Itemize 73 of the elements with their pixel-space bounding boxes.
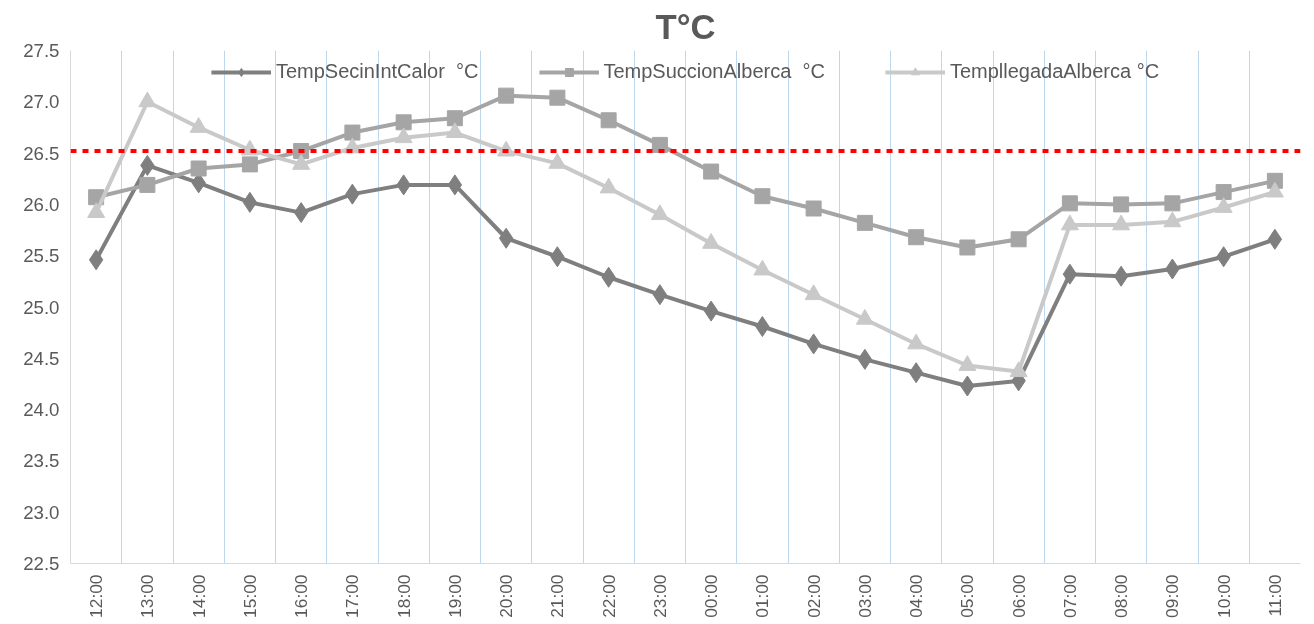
point — [1267, 228, 1283, 250]
x-tick-label: 11:00 — [1264, 574, 1285, 617]
y-tick-label: 25.0 — [23, 296, 60, 318]
y-tick-label: 27.0 — [23, 91, 60, 113]
point — [88, 249, 104, 271]
point — [1113, 196, 1130, 213]
y-tick-label: 23.5 — [23, 450, 60, 472]
point — [498, 227, 514, 249]
point — [600, 112, 617, 129]
x-tick-label: 22:00 — [598, 574, 619, 618]
x-tick-label: 23:00 — [649, 574, 670, 618]
point — [754, 188, 771, 205]
point — [395, 114, 412, 131]
x-tick-label: 16:00 — [291, 574, 312, 618]
point — [139, 176, 156, 193]
x-tick-label: 08:00 — [1111, 574, 1132, 618]
x-tick-label: 02:00 — [803, 574, 824, 618]
y-tick-label: 22.5 — [23, 553, 60, 574]
x-tick-label: 18:00 — [393, 574, 414, 618]
point — [1009, 361, 1028, 378]
point — [242, 191, 258, 213]
y-tick-label: 24.0 — [23, 399, 60, 421]
x-tick-label: 15:00 — [239, 574, 260, 618]
x-tick-label: 13:00 — [137, 574, 158, 618]
point — [1113, 265, 1129, 287]
x-tick-label: 09:00 — [1162, 574, 1183, 618]
x-tick-label: 03:00 — [854, 574, 875, 618]
point — [549, 89, 566, 106]
x-tick-label: 10:00 — [1213, 574, 1234, 618]
point — [1215, 184, 1232, 201]
x-tick-label: 04:00 — [906, 574, 927, 618]
x-tick-label: 00:00 — [701, 574, 722, 618]
point — [804, 284, 823, 301]
point — [805, 200, 822, 217]
point — [908, 229, 925, 246]
x-tick-label: 19:00 — [444, 574, 465, 618]
point — [446, 110, 463, 127]
point — [1061, 195, 1078, 212]
legend-label: TempllegadaAlberca °C — [949, 60, 1160, 83]
point — [241, 156, 258, 173]
point — [959, 239, 976, 256]
point — [908, 362, 924, 384]
x-tick-label: 01:00 — [752, 574, 773, 618]
point — [703, 300, 719, 322]
x-tick-label: 05:00 — [957, 574, 978, 618]
x-tick-label: 20:00 — [496, 574, 517, 618]
point — [498, 87, 515, 104]
point — [1010, 231, 1027, 248]
legend-label: TempSuccionAlberca °C — [603, 60, 825, 83]
point — [652, 284, 668, 306]
y-tick-label: 26.5 — [23, 142, 60, 164]
point — [447, 174, 463, 196]
x-tick-label: 07:00 — [1059, 574, 1080, 618]
y-tick-label: 27.5 — [23, 40, 60, 61]
x-tick-label: 06:00 — [1008, 574, 1029, 618]
legend-label: TempSecinIntCalor °C — [275, 60, 479, 83]
point — [1062, 263, 1078, 285]
y-tick-label: 23.0 — [23, 501, 60, 523]
point — [344, 124, 361, 141]
y-tick-label: 24.5 — [23, 347, 60, 369]
x-tick-label: 12:00 — [86, 574, 107, 618]
y-tick-label: 26.0 — [23, 193, 60, 215]
x-tick-label: 21:00 — [547, 574, 568, 618]
x-tick-label: 17:00 — [342, 574, 363, 618]
point — [293, 202, 309, 224]
point — [856, 214, 873, 231]
point — [857, 348, 873, 370]
point — [703, 163, 720, 180]
point — [1164, 195, 1181, 212]
chart-title: T°C — [655, 7, 716, 46]
x-tick-label: 14:00 — [188, 574, 209, 618]
point — [190, 160, 207, 177]
y-tick-label: 25.5 — [23, 245, 60, 267]
